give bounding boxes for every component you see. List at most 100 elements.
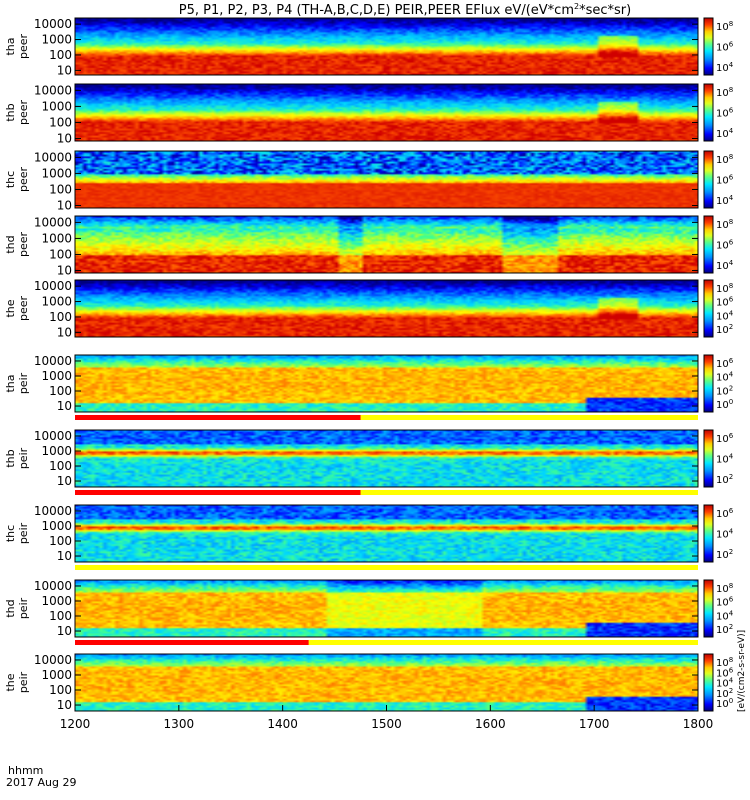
y-tick-label: 10000	[34, 354, 72, 368]
y-label-instrument: peir	[17, 447, 30, 469]
x-axis-label-hhmm: hhmm	[8, 764, 43, 777]
mode-bar	[75, 565, 698, 570]
colorbar-tick-label: 108	[716, 218, 733, 231]
y-label-probe: tha	[4, 374, 17, 392]
y-tick-label: 10000	[34, 579, 72, 593]
y-label-probe: thd	[4, 599, 17, 617]
panel-frame	[74, 215, 699, 274]
y-label-probe: thc	[4, 171, 17, 188]
mode-bar	[75, 490, 698, 495]
y-tick-label: 1000	[41, 33, 72, 47]
x-tick-label: 1300	[164, 717, 195, 731]
x-tick-label: 1800	[683, 717, 714, 731]
colorbar-tick-label: 102	[716, 473, 733, 486]
x-axis-label-date: 2017 Aug 29	[6, 776, 76, 789]
colorbar-tick-label: 106	[716, 41, 734, 54]
colorbar	[703, 504, 714, 563]
colorbar	[703, 150, 714, 209]
colorbar-tick-label: 108	[716, 20, 733, 33]
y-label-probe: tha	[4, 37, 17, 55]
colorbar-tick-label: 104	[716, 259, 734, 272]
y-label-instrument: peer	[17, 232, 30, 258]
y-tick-label: 100	[49, 534, 72, 548]
y-label-instrument: peir	[17, 522, 30, 544]
y-tick-label: 10000	[34, 215, 72, 229]
y-tick-label: 10	[57, 474, 72, 488]
panel-thd-peer: 10000 1000 100 10 thd peer 108 106 104	[4, 215, 734, 277]
colorbar-tick-label: 104	[716, 194, 734, 207]
y-label-instrument: peir	[17, 597, 30, 619]
colorbar-tick-label: 104	[716, 453, 734, 466]
mode-bar-segment	[75, 490, 361, 495]
colorbar-tick-label: 104	[716, 371, 734, 384]
colorbar-tick-label: 102	[716, 548, 733, 561]
colorbar-tick-label: 104	[716, 309, 734, 322]
colorbar-tick-label: 104	[716, 528, 734, 541]
y-tick-label: 10000	[34, 504, 72, 518]
y-label-instrument: peer	[17, 167, 30, 193]
spectrogram-image	[75, 430, 698, 487]
y-tick-label: 100	[49, 182, 72, 196]
x-tick-label: 1700	[579, 717, 610, 731]
y-tick-label: 10000	[34, 429, 72, 443]
colorbar-tick-label: 106	[716, 239, 734, 252]
colorbar-tick-label: 102	[716, 323, 733, 336]
y-label-instrument: peer	[17, 296, 30, 322]
colorbar	[703, 215, 714, 274]
mode-bar	[75, 640, 698, 645]
y-tick-label: 10	[57, 199, 72, 213]
mode-bar	[75, 415, 698, 420]
y-tick-label: 1000	[41, 444, 72, 458]
panel-frame	[74, 17, 699, 76]
x-tick-label: 1600	[475, 717, 506, 731]
y-tick-label: 100	[49, 310, 72, 324]
y-tick-label: 100	[49, 384, 72, 398]
y-label-probe: thb	[4, 103, 17, 121]
y-tick-label: 1000	[41, 295, 72, 309]
y-tick-label: 1000	[41, 99, 72, 113]
colorbar-tick-label: 108	[716, 582, 733, 595]
y-tick-label: 100	[49, 683, 72, 697]
y-tick-label: 10	[57, 698, 72, 712]
y-tick-label: 10000	[34, 17, 72, 31]
y-tick-label: 10000	[34, 83, 72, 97]
colorbar-tick-label: 104	[716, 609, 734, 622]
colorbar	[703, 653, 714, 712]
colorbar-tick-label: 100	[716, 398, 733, 411]
x-tick-label: 1500	[371, 717, 402, 731]
panel-frame	[74, 504, 699, 563]
spectrogram-image	[75, 280, 698, 337]
y-label-probe: thd	[4, 235, 17, 253]
colorbar-tick-label: 104	[716, 677, 734, 690]
spectrogram-image	[75, 505, 698, 562]
mode-bar-segment	[75, 415, 361, 420]
colorbar	[703, 354, 714, 413]
colorbar-tick-label: 106	[716, 432, 734, 445]
colorbar-tick-label: 106	[716, 107, 734, 120]
y-label-instrument: peer	[17, 34, 30, 60]
y-tick-label: 10	[57, 63, 72, 77]
y-tick-label: 1000	[41, 231, 72, 245]
y-tick-label: 100	[49, 609, 72, 623]
colorbar-tick-label: 102	[716, 623, 733, 636]
panel-thc-peer: 10000 1000 100 10 thc peer 108 106 104	[4, 150, 734, 212]
x-axis: 1200 1300 1400 1500 1600 1700 1800	[60, 705, 714, 731]
spectrogram-image	[75, 18, 698, 75]
y-label-probe: the	[4, 299, 17, 317]
y-tick-label: 10	[57, 624, 72, 638]
y-tick-label: 10000	[34, 279, 72, 293]
colorbar-tick-label: 100	[716, 697, 733, 710]
y-tick-label: 1000	[41, 166, 72, 180]
spectrogram-image	[75, 654, 698, 711]
y-tick-label: 100	[49, 115, 72, 129]
colorbar-tick-label: 106	[716, 296, 734, 309]
colorbar-tick-label: 108	[716, 282, 733, 295]
colorbar	[703, 579, 714, 638]
y-label-probe: the	[4, 673, 17, 691]
